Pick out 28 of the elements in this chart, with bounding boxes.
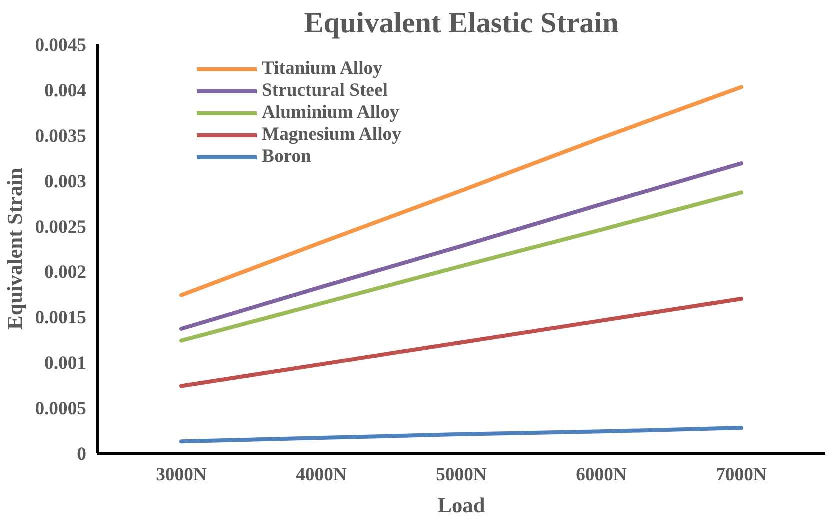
- y-tick-label: 0.0015: [35, 308, 87, 329]
- y-tick-label: 0.0045: [35, 35, 87, 56]
- x-tick-label: 4000N: [296, 464, 348, 486]
- y-tick-label: 0.003: [44, 171, 87, 192]
- y-tick-label: 0.0035: [35, 126, 87, 147]
- y-tick-label: 0.002: [44, 262, 87, 284]
- legend-label: Aluminium Alloy: [262, 102, 400, 124]
- line-series: [180, 85, 744, 298]
- legend-label: Magnesium Alloy: [262, 124, 402, 146]
- x-tick-label: 7000N: [716, 464, 768, 486]
- y-tick-label: 0.001: [44, 353, 87, 374]
- x-axis-title: Load: [438, 494, 486, 518]
- x-tick-label: 5000N: [436, 464, 488, 486]
- line-series: [180, 296, 744, 388]
- y-axis-title: Equivalent Strain: [3, 168, 28, 330]
- line-series: [180, 426, 744, 444]
- y-tick-label: 0.004: [44, 80, 87, 102]
- y-tick-label: 0.0005: [35, 398, 87, 420]
- chart-title: Equivalent Elastic Strain: [304, 8, 619, 40]
- y-tick-label: 0: [77, 444, 86, 465]
- line-series: [180, 190, 744, 343]
- legend-label: Structural Steel: [262, 80, 388, 102]
- legend-label: Titanium Alloy: [262, 58, 382, 80]
- legend-label: Boron: [262, 146, 312, 168]
- y-tick-label: 0.0025: [35, 216, 87, 238]
- x-tick-label: 3000N: [156, 464, 208, 486]
- line-series: [180, 162, 744, 331]
- x-tick-label: 6000N: [576, 464, 628, 486]
